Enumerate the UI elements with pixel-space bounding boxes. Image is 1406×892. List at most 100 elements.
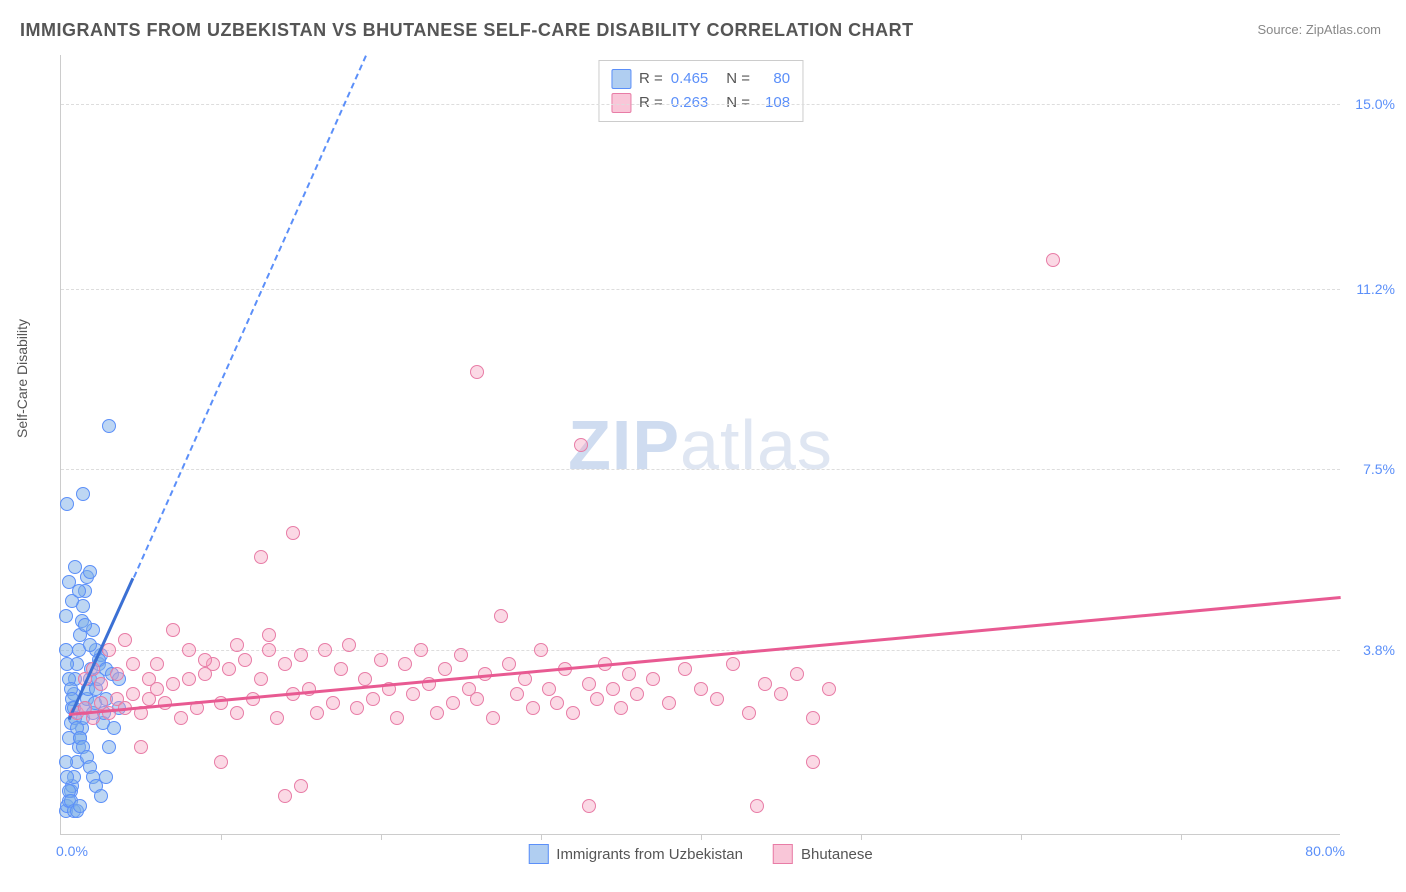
data-point <box>694 682 708 696</box>
data-point <box>646 672 660 686</box>
data-point <box>318 643 332 657</box>
data-point <box>550 696 564 710</box>
data-point <box>542 682 556 696</box>
data-point <box>574 438 588 452</box>
data-point <box>142 672 156 686</box>
data-point <box>822 682 836 696</box>
data-point <box>60 657 74 671</box>
data-point <box>510 687 524 701</box>
n-label: N = <box>726 67 750 91</box>
x-tick-right: 80.0% <box>1305 843 1345 859</box>
y-tick-label: 7.5% <box>1363 461 1395 477</box>
legend-swatch <box>611 69 631 89</box>
data-point <box>430 706 444 720</box>
chart-title: IMMIGRANTS FROM UZBEKISTAN VS BHUTANESE … <box>20 20 914 41</box>
data-point <box>470 692 484 706</box>
data-point <box>614 701 628 715</box>
data-point <box>198 653 212 667</box>
trend-line <box>133 55 367 577</box>
data-point <box>230 706 244 720</box>
legend-label: Immigrants from Uzbekistan <box>556 846 743 863</box>
data-point <box>59 755 73 769</box>
data-point <box>662 696 676 710</box>
data-point <box>286 526 300 540</box>
gridline <box>61 104 1340 105</box>
data-point <box>582 677 596 691</box>
data-point <box>83 638 97 652</box>
data-point <box>118 633 132 647</box>
data-point <box>254 550 268 564</box>
x-tick-mark <box>701 834 702 840</box>
data-point <box>294 648 308 662</box>
y-tick-label: 11.2% <box>1356 281 1395 297</box>
data-point <box>414 643 428 657</box>
data-point <box>76 487 90 501</box>
data-point <box>446 696 460 710</box>
legend-label: Bhutanese <box>801 846 873 863</box>
data-point <box>126 657 140 671</box>
data-point <box>278 657 292 671</box>
data-point <box>238 653 252 667</box>
data-point <box>774 687 788 701</box>
gridline <box>61 650 1340 651</box>
data-point <box>134 740 148 754</box>
x-tick-mark <box>1181 834 1182 840</box>
data-point <box>502 657 516 671</box>
data-point <box>310 706 324 720</box>
data-point <box>278 789 292 803</box>
data-point <box>374 653 388 667</box>
data-point <box>790 667 804 681</box>
data-point <box>294 779 308 793</box>
y-axis-label: Self-Care Disability <box>14 319 30 438</box>
data-point <box>454 648 468 662</box>
data-point <box>742 706 756 720</box>
data-point <box>494 609 508 623</box>
data-point <box>526 701 540 715</box>
source-label: Source: ZipAtlas.com <box>1257 22 1381 37</box>
data-point <box>174 711 188 725</box>
data-point <box>68 560 82 574</box>
data-point <box>59 643 73 657</box>
data-point <box>254 672 268 686</box>
data-point <box>470 365 484 379</box>
data-point <box>126 687 140 701</box>
data-point <box>166 677 180 691</box>
data-point <box>102 419 116 433</box>
data-point <box>214 755 228 769</box>
data-point <box>60 770 74 784</box>
data-point <box>73 799 87 813</box>
watermark-light: atlas <box>680 406 833 484</box>
legend-series: Immigrants from Uzbekistan Bhutanese <box>528 844 872 864</box>
x-tick-left: 0.0% <box>56 843 88 859</box>
data-point <box>262 643 276 657</box>
data-point <box>334 662 348 676</box>
data-point <box>390 711 404 725</box>
data-point <box>758 677 772 691</box>
legend-series-item: Immigrants from Uzbekistan <box>528 844 743 864</box>
data-point <box>590 692 604 706</box>
data-point <box>750 799 764 813</box>
data-point <box>83 565 97 579</box>
data-point <box>182 643 196 657</box>
legend-swatch <box>528 844 548 864</box>
data-point <box>110 667 124 681</box>
x-tick-mark <box>221 834 222 840</box>
r-label: R = <box>639 67 663 91</box>
data-point <box>94 677 108 691</box>
data-point <box>270 711 284 725</box>
r-value: 0.465 <box>671 67 709 91</box>
data-point <box>107 721 121 735</box>
gridline <box>61 469 1340 470</box>
x-tick-mark <box>1021 834 1022 840</box>
data-point <box>534 643 548 657</box>
data-point <box>166 623 180 637</box>
data-point <box>1046 253 1060 267</box>
legend-swatch <box>773 844 793 864</box>
data-point <box>406 687 420 701</box>
data-point <box>94 789 108 803</box>
data-point <box>726 657 740 671</box>
n-value: 80 <box>758 67 790 91</box>
data-point <box>366 692 380 706</box>
data-point <box>710 692 724 706</box>
data-point <box>102 740 116 754</box>
